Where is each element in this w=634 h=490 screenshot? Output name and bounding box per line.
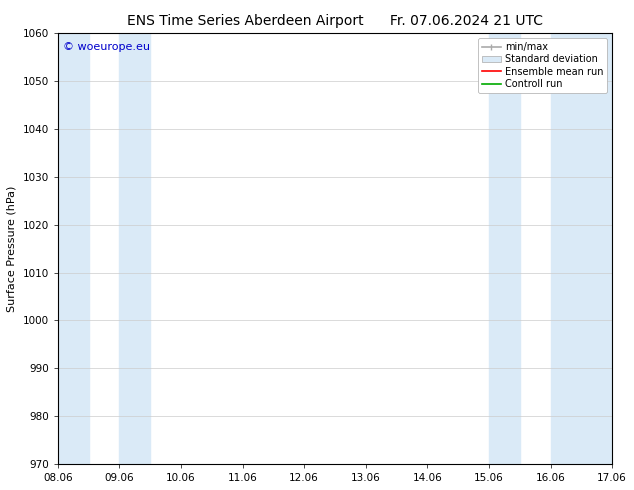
Bar	[489, 33, 520, 464]
Bar	[58, 33, 89, 464]
Legend: min/max, Standard deviation, Ensemble mean run, Controll run: min/max, Standard deviation, Ensemble me…	[477, 38, 607, 93]
Text: © woeurope.eu: © woeurope.eu	[63, 42, 150, 52]
Title: ENS Time Series Aberdeen Airport      Fr. 07.06.2024 21 UTC: ENS Time Series Aberdeen Airport Fr. 07.…	[127, 14, 543, 28]
Bar	[550, 33, 612, 464]
Y-axis label: Surface Pressure (hPa): Surface Pressure (hPa)	[7, 185, 17, 312]
Bar	[119, 33, 150, 464]
